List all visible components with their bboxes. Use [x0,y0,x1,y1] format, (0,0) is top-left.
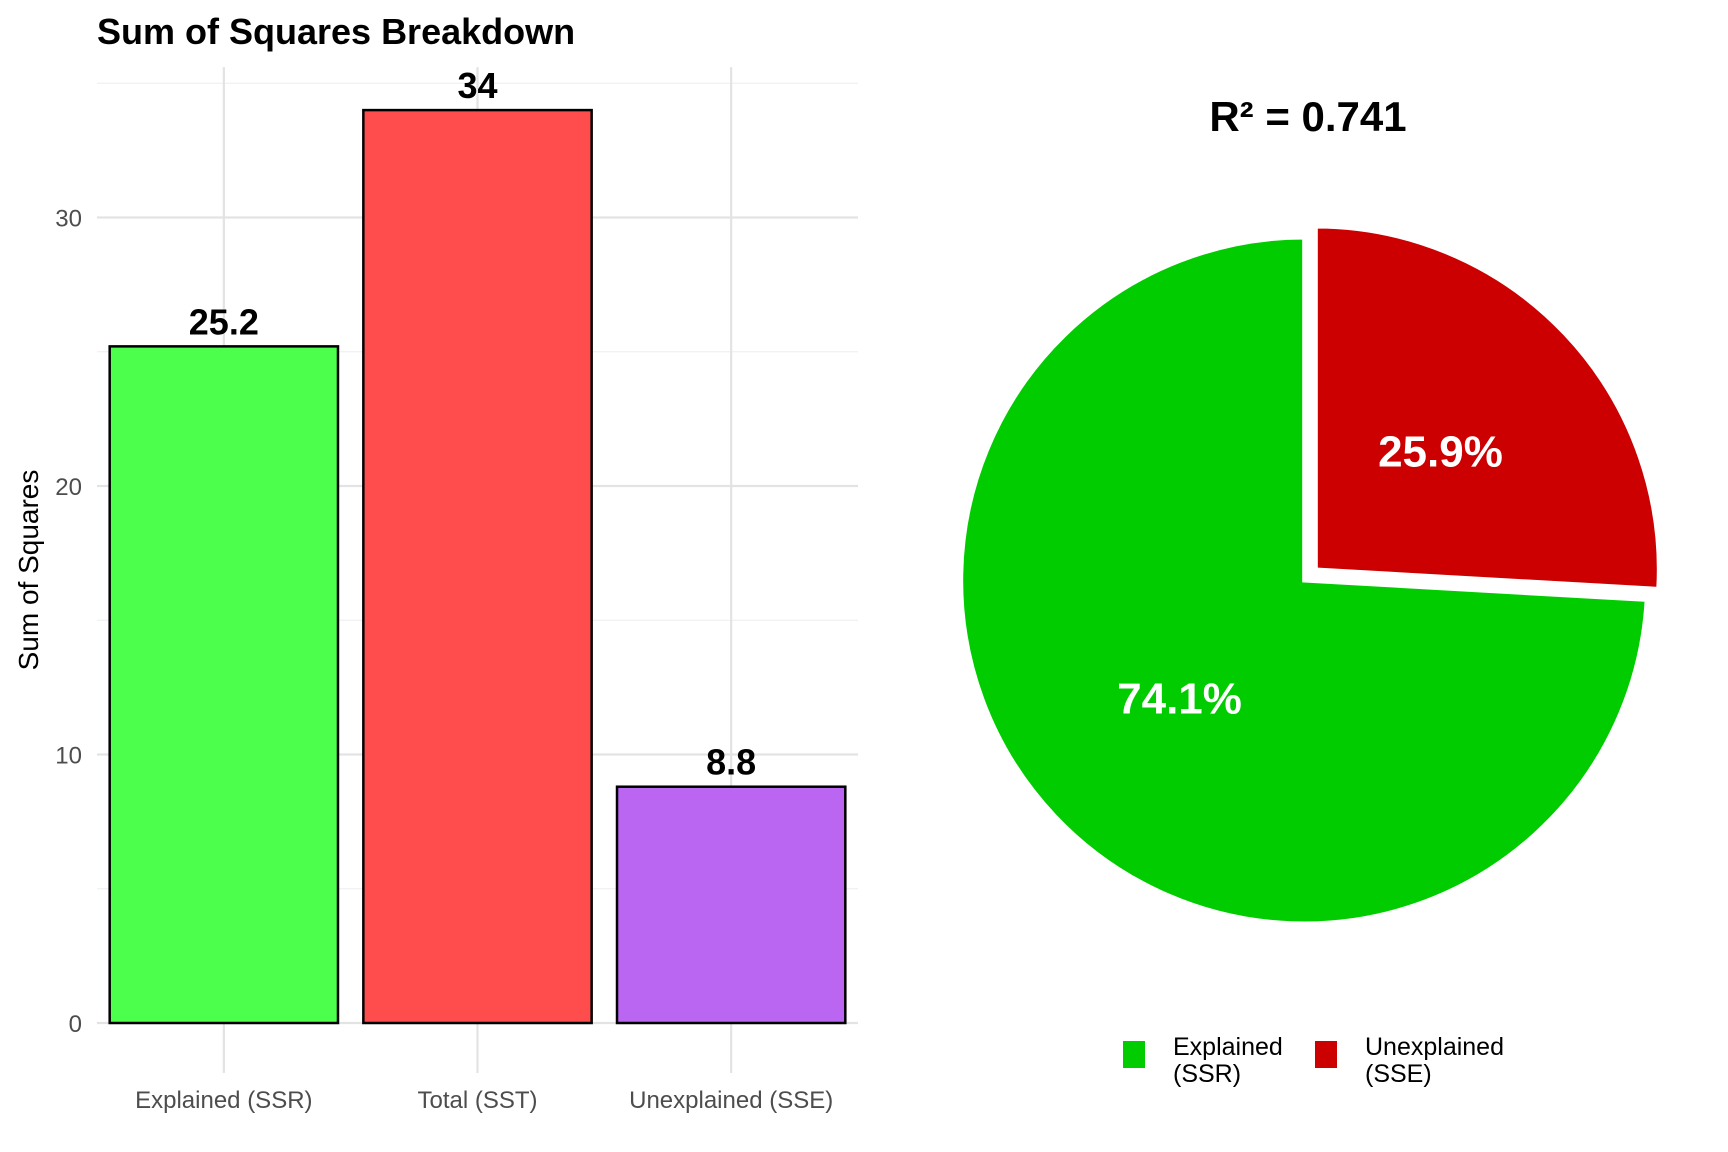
pie-slice [1313,224,1661,592]
pie-legend: Explained(SSR) Unexplained(SSE) [1123,1033,1504,1088]
y-tick-label: 20 [55,474,82,501]
legend-label: (SSE) [1365,1060,1432,1088]
pie-slice-label: 74.1% [1117,674,1242,723]
bar [362,108,593,1025]
bar [108,345,340,1025]
legend-label: (SSR) [1173,1060,1241,1088]
pie-slice-label: 25.9% [1378,428,1503,477]
pie-slices [959,224,1661,926]
pie-chart: R² = 0.741 25.9% 74.1% Explained(SSR) Unex… [959,93,1661,1088]
x-axis-ticks: Explained (SSR) Total (SST) Unexplained (S… [135,1087,833,1114]
bar [615,785,847,1025]
pie-slice [959,235,1649,926]
x-tick-label: Explained (SSR) [135,1087,312,1114]
legend-label: Unexplained [1365,1033,1504,1061]
x-tick-label: Unexplained (SSE) [629,1087,833,1114]
legend-label: Explained [1173,1033,1283,1061]
pie-chart-title: R² = 0.741 [1209,93,1406,140]
bar-chart-title: Sum of Squares Breakdown [97,11,575,52]
bar-chart: Sum of Squares Breakdown 0 10 20 30 Sum of … [13,11,858,1114]
legend-swatch [1123,1041,1145,1068]
x-tick-label: Total (SST) [417,1087,537,1114]
bar-data-labels: 25.2 34 8.8 [189,65,756,783]
y-axis-ticks: 0 10 20 30 [55,206,82,1039]
y-tick-label: 0 [69,1011,82,1038]
legend-swatch [1315,1041,1337,1068]
bar-data-label: 8.8 [706,742,756,783]
bar-data-label: 34 [457,65,497,106]
y-tick-label: 10 [55,743,82,770]
bar-data-label: 25.2 [189,301,259,342]
y-axis-title: Sum of Squares [13,470,44,671]
pie-slice-labels: 25.9% 74.1% [1117,428,1503,724]
y-tick-label: 30 [55,206,82,233]
bars [108,108,847,1025]
